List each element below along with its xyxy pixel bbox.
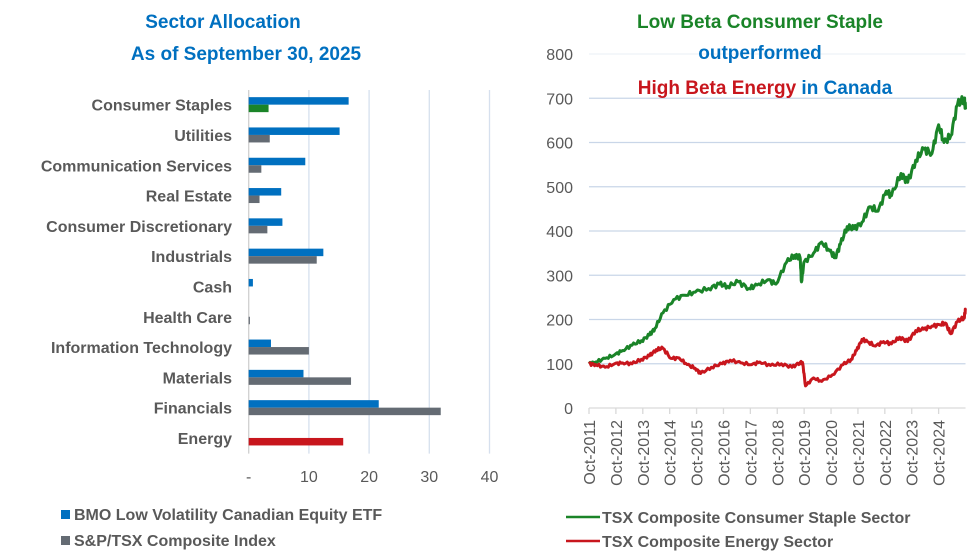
series-line-tsx-composite-consumer-staple-sector	[587, 95, 967, 367]
line-x-tick-label: Oct-2017	[743, 420, 760, 486]
line-x-tick-label: Oct-2019	[797, 420, 814, 486]
bar-materials-bmo-low-volatility-canadian-equity-etf	[248, 369, 304, 378]
line-gridlines	[588, 53, 966, 414]
line-chart-title-line-2: outperformed	[698, 43, 822, 64]
line-y-tick-label: 600	[546, 136, 573, 153]
line-y-tick-label: 200	[546, 313, 573, 330]
line-y-tick-label: 400	[546, 224, 573, 241]
legend-label-consumer-staple: TSX Composite Consumer Staple Sector	[602, 510, 911, 527]
line-legend: TSX Composite Consumer Staple Sector TSX…	[566, 510, 911, 551]
bar-real-estate-s-p-tsx-composite-index	[248, 195, 260, 204]
bar-gridlines	[248, 90, 491, 454]
bar-energy-s-p-tsx-composite-index	[248, 437, 344, 446]
category-label-consumer-staples: Consumer Staples	[92, 98, 233, 115]
bar-materials-s-p-tsx-composite-index	[248, 377, 352, 385]
bar-x-tick-label: -	[246, 469, 251, 486]
bar-marks	[248, 97, 441, 446]
legend-label-energy: TSX Composite Energy Sector	[602, 534, 833, 551]
bar-consumer-staples-s-p-tsx-composite-index	[248, 104, 269, 113]
title-in-canada: in Canada	[796, 78, 893, 99]
line-x-tick-label: Oct-2014	[663, 420, 680, 486]
category-label-cash: Cash	[193, 279, 232, 296]
bar-industrials-s-p-tsx-composite-index	[248, 256, 317, 264]
legend-label-tsx-index: S&P/TSX Composite Index	[74, 533, 276, 550]
category-label-energy: Energy	[178, 431, 232, 448]
category-label-financials: Financials	[154, 401, 232, 418]
category-label-communication-services: Communication Services	[41, 158, 232, 175]
bar-legend: BMO Low Volatility Canadian Equity ETF S…	[61, 507, 382, 550]
line-y-tick-label: 500	[546, 180, 573, 197]
category-label-information-technology: Information Technology	[51, 340, 232, 357]
bar-consumer-staples-bmo-low-volatility-canadian-equity-etf	[248, 97, 349, 105]
category-label-utilities: Utilities	[174, 128, 232, 145]
bar-communication-services-s-p-tsx-composite-index	[248, 165, 262, 173]
line-x-tick-label: Oct-2022	[878, 420, 895, 486]
legend-swatch-bmo-etf	[61, 510, 70, 519]
bar-utilities-s-p-tsx-composite-index	[248, 134, 270, 143]
bar-consumer-discretionary-s-p-tsx-composite-index	[248, 225, 268, 234]
category-label-health-care: Health Care	[143, 310, 232, 327]
bar-category-labels: Consumer Staples Utilities Communication S…	[41, 98, 232, 448]
bar-x-tick-label: 30	[420, 469, 438, 486]
bar-information-technology-bmo-low-volatility-canadian-equity-etf	[248, 339, 271, 348]
bar-chart: Sector Allocation As of September 30, 20…	[41, 12, 499, 550]
bar-consumer-discretionary-bmo-low-volatility-canadian-equity-etf	[248, 218, 283, 226]
line-x-tick-label: Oct-2024	[932, 420, 949, 486]
bar-utilities-bmo-low-volatility-canadian-equity-etf	[248, 127, 340, 135]
line-chart-title-line-1: Low Beta Consumer Staple	[637, 12, 883, 33]
line-x-tick-label: Oct-2015	[690, 420, 707, 486]
line-y-tick-label: 100	[546, 357, 573, 374]
line-x-tick-label: Oct-2012	[609, 420, 626, 486]
line-y-tick-label: 700	[546, 91, 573, 108]
bar-real-estate-bmo-low-volatility-canadian-equity-etf	[248, 188, 282, 196]
line-y-tick-label: 300	[546, 268, 573, 285]
line-y-tick-labels: 0 100 200 300 400 500 600 700 800	[546, 47, 573, 418]
line-x-tick-label: Oct-2020	[824, 420, 841, 486]
category-label-materials: Materials	[163, 370, 232, 387]
legend-label-bmo-etf: BMO Low Volatility Canadian Equity ETF	[74, 507, 382, 524]
title-high-beta-energy: High Beta Energy	[638, 78, 797, 99]
bar-x-tick-label: 20	[360, 469, 378, 486]
line-x-tick-labels: Oct-2011 Oct-2012 Oct-2013 Oct-2014 Oct-2015…	[582, 420, 949, 486]
category-label-consumer-discretionary: Consumer Discretionary	[46, 219, 232, 236]
line-y-tick-label: 800	[546, 47, 573, 64]
bar-information-technology-s-p-tsx-composite-index	[248, 347, 309, 355]
line-y-tick-label: 0	[564, 401, 573, 418]
series-line-tsx-composite-energy-sector	[587, 307, 967, 388]
line-x-tick-label: Oct-2016	[716, 420, 733, 486]
category-label-industrials: Industrials	[151, 249, 232, 266]
line-chart-title-line-3: High Beta Energy in Canada	[638, 78, 893, 99]
bar-chart-title-line-2: As of September 30, 2025	[131, 44, 362, 65]
bar-x-tick-label: 40	[481, 469, 499, 486]
bar-financials-bmo-low-volatility-canadian-equity-etf	[248, 400, 379, 408]
legend-swatch-tsx-index	[61, 536, 70, 545]
category-label-real-estate: Real Estate	[146, 189, 232, 206]
bar-x-tick-labels: - 10 20 30 40	[246, 469, 498, 486]
line-x-tick-label: Oct-2011	[582, 420, 599, 485]
bar-cash-bmo-low-volatility-canadian-equity-etf	[248, 278, 253, 287]
line-x-tick-label: Oct-2013	[636, 420, 653, 486]
bar-communication-services-bmo-low-volatility-canadian-equity-etf	[248, 157, 306, 166]
bar-chart-title-line-1: Sector Allocation	[145, 12, 301, 33]
bar-financials-s-p-tsx-composite-index	[248, 407, 441, 416]
line-x-tick-label: Oct-2023	[905, 420, 922, 486]
bar-health-care-s-p-tsx-composite-index	[248, 316, 250, 325]
bar-industrials-bmo-low-volatility-canadian-equity-etf	[248, 248, 324, 257]
bar-x-tick-label: 10	[300, 469, 318, 486]
line-x-tick-label: Oct-2018	[770, 420, 787, 486]
line-x-tick-label: Oct-2021	[851, 420, 868, 486]
line-series	[587, 95, 967, 388]
